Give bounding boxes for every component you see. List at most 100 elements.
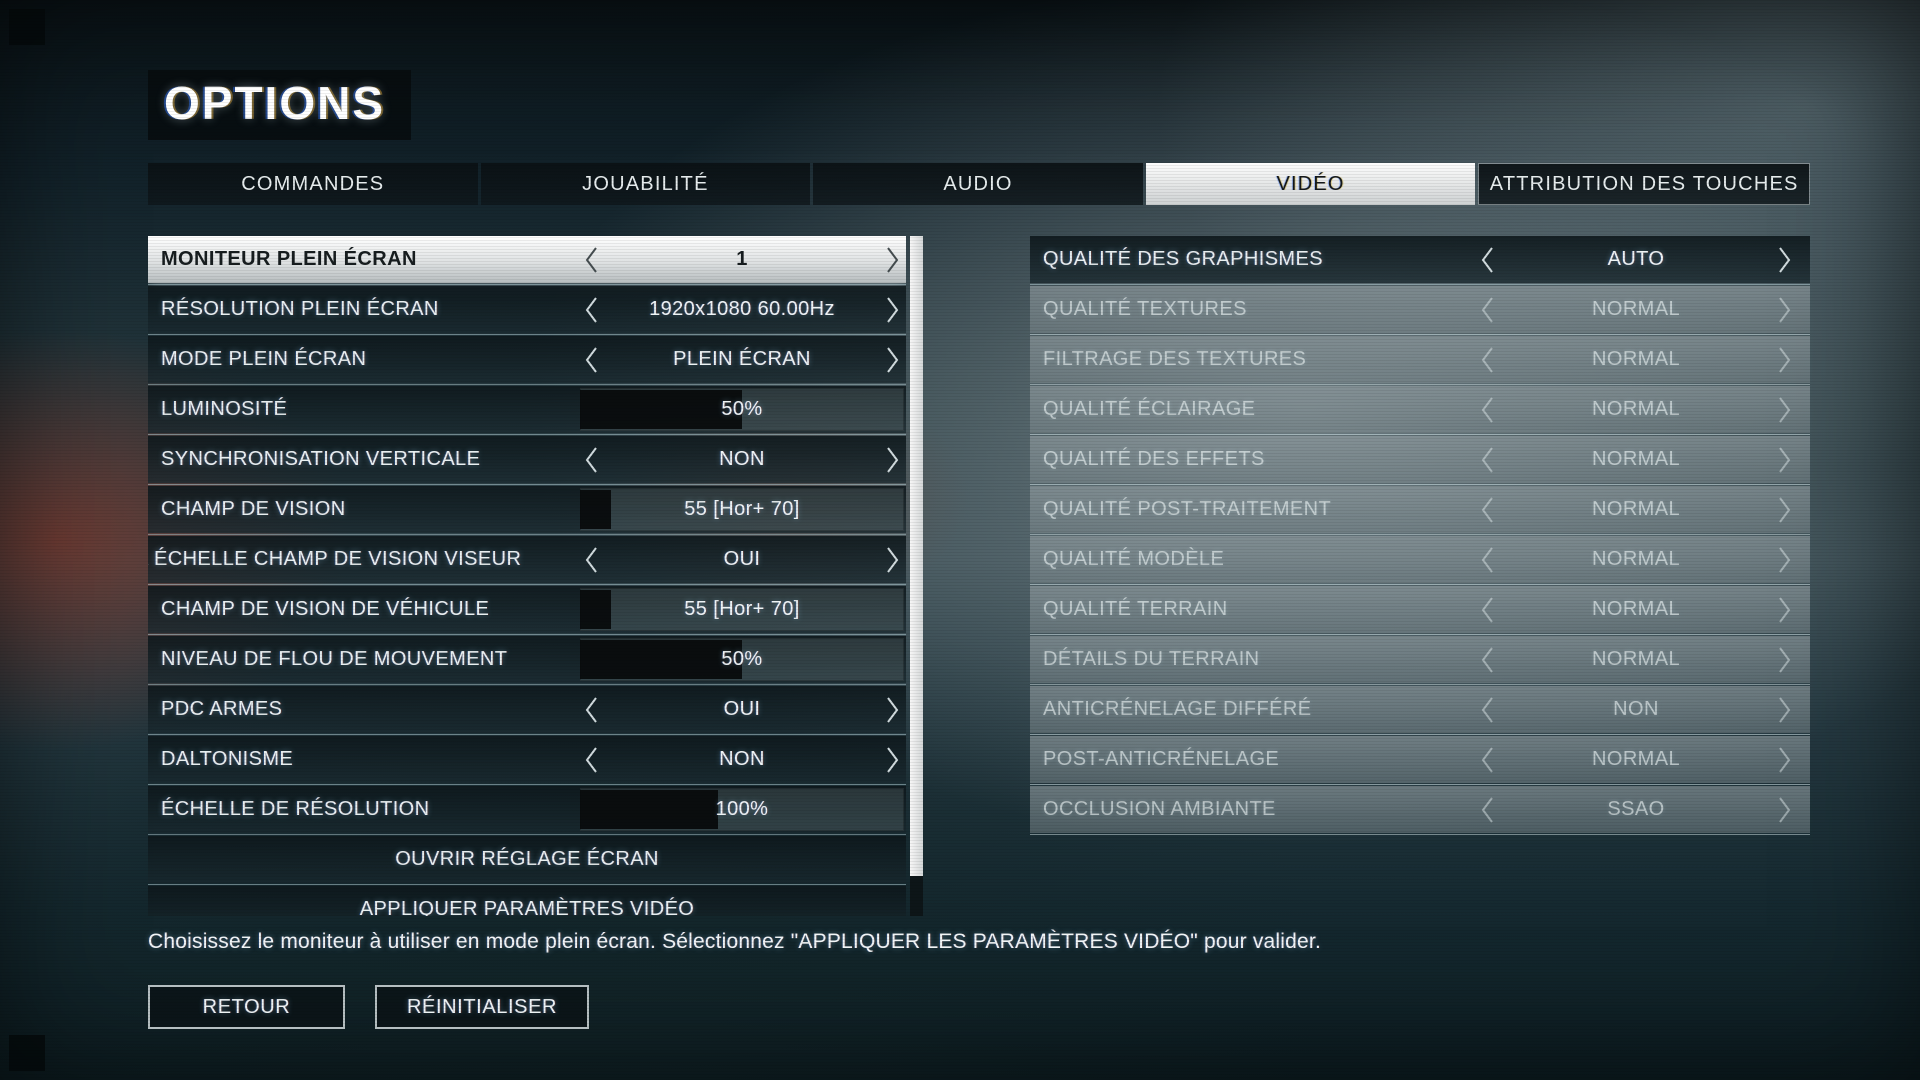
stepper-control: NORMAL	[1476, 336, 1796, 383]
stepper-control: OUI	[580, 686, 904, 733]
chevron-right-icon	[1774, 545, 1796, 575]
stepper-control: NORMAL	[1476, 486, 1796, 533]
row-mode-plein-ecran[interactable]: MODE PLEIN ÉCRAN PLEIN ÉCRAN	[148, 336, 906, 385]
slider-track[interactable]	[580, 588, 904, 631]
tab-label: VIDÉO	[1276, 172, 1345, 195]
setting-value: NON	[1613, 698, 1659, 720]
row-details-du-terrain: DÉTAILS DU TERRAIN NORMAL	[1030, 636, 1810, 685]
row-qualite-modele: QUALITÉ MODÈLE NORMAL	[1030, 536, 1810, 585]
row-post-anticrenelage: POST-ANTICRÉNELAGE NORMAL	[1030, 736, 1810, 785]
tab-video[interactable]: VIDÉO	[1145, 163, 1476, 205]
chevron-right-icon[interactable]	[882, 545, 904, 575]
setting-value: OUI	[723, 548, 761, 570]
row-qualite-des-graphismes[interactable]: QUALITÉ DES GRAPHISMES AUTO	[1030, 236, 1810, 285]
row-occlusion-ambiante: OCCLUSION AMBIANTE SSAO	[1030, 786, 1810, 835]
tab-jouabilite[interactable]: JOUABILITÉ	[480, 163, 811, 205]
row-synchronisation-verticale[interactable]: SYNCHRONISATION VERTICALE NON	[148, 436, 906, 485]
row-niveau-de-flou-de-mouvement[interactable]: NIVEAU DE FLOU DE MOUVEMENT 50%	[148, 636, 906, 685]
tab-audio[interactable]: AUDIO	[813, 163, 1143, 205]
chevron-left-icon[interactable]	[580, 295, 602, 325]
chevron-right-icon[interactable]	[882, 245, 904, 275]
setting-label: QUALITÉ TEXTURES	[1043, 298, 1247, 320]
chevron-left-icon	[1476, 595, 1498, 625]
chevron-left-icon[interactable]	[580, 345, 602, 375]
chevron-right-icon[interactable]	[882, 445, 904, 475]
setting-value: NORMAL	[1592, 548, 1680, 570]
scrollbar[interactable]	[910, 236, 923, 916]
slider-track[interactable]	[580, 638, 904, 681]
chevron-left-icon	[1476, 695, 1498, 725]
row-filtrage-des-textures: FILTRAGE DES TEXTURES NORMAL	[1030, 336, 1810, 385]
chevron-left-icon	[1476, 345, 1498, 375]
chevron-right-icon	[1774, 695, 1796, 725]
stepper-control: NORMAL	[1476, 636, 1796, 683]
tab-label: AUDIO	[943, 172, 1013, 195]
page-title: OPTIONS	[148, 70, 412, 140]
chevron-left-icon	[1476, 445, 1498, 475]
stepper-control: NORMAL	[1476, 286, 1796, 333]
setting-label: QUALITÉ TERRAIN	[1043, 598, 1228, 620]
row-qualite-post-traitement: QUALITÉ POST-TRAITEMENT NORMAL	[1030, 486, 1810, 535]
chevron-right-icon	[1774, 795, 1796, 825]
slider-track[interactable]	[580, 788, 904, 831]
setting-label: MODE PLEIN ÉCRAN	[161, 348, 367, 370]
chevron-left-icon[interactable]	[1476, 245, 1498, 275]
chevron-right-icon[interactable]	[882, 295, 904, 325]
tab-bar: COMMANDES JOUABILITÉ AUDIO VIDÉO ATTRIBUTION…	[148, 163, 1810, 205]
row-echelle-de-resolution[interactable]: ÉCHELLE DE RÉSOLUTION 100%	[148, 786, 906, 835]
slider-fill	[580, 640, 742, 679]
setting-value: NORMAL	[1592, 648, 1680, 670]
row-champ-de-vision-de-vehicule[interactable]: CHAMP DE VISION DE VÉHICULE 55 [Hor+ 70]	[148, 586, 906, 635]
stepper-control: NORMAL	[1476, 586, 1796, 633]
row-champ-de-vision[interactable]: CHAMP DE VISION 55 [Hor+ 70]	[148, 486, 906, 535]
setting-label: POST-ANTICRÉNELAGE	[1043, 748, 1280, 770]
chevron-left-icon[interactable]	[580, 545, 602, 575]
setting-value: NON	[719, 448, 765, 470]
setting-label: CHAMP DE VISION	[161, 498, 346, 520]
reinitialiser-button[interactable]: RÉINITIALISER	[375, 985, 590, 1029]
chevron-left-icon	[1476, 745, 1498, 775]
chevron-left-icon[interactable]	[580, 745, 602, 775]
stepper-control: OUI	[580, 536, 904, 583]
chevron-left-icon	[1476, 795, 1498, 825]
retour-button[interactable]: RETOUR	[148, 985, 345, 1029]
chevron-right-icon[interactable]	[882, 745, 904, 775]
graphics-quality-panel: QUALITÉ DES GRAPHISMES AUTO QUALITÉ TEXTUR…	[1030, 236, 1810, 836]
row-appliquer-parametres-video[interactable]: APPLIQUER PARAMÈTRES VIDÉO	[148, 886, 906, 916]
chevron-right-icon	[1774, 295, 1796, 325]
row-qualite-textures: QUALITÉ TEXTURES NORMAL	[1030, 286, 1810, 335]
row-pdc-armes[interactable]: PDC ARMES OUI	[148, 686, 906, 735]
setting-value: 55 [Hor+ 70]	[684, 598, 800, 620]
tab-commandes[interactable]: COMMANDES	[148, 163, 478, 205]
scrollbar-thumb[interactable]	[910, 236, 923, 876]
slider-track[interactable]	[580, 488, 904, 531]
setting-label: QUALITÉ DES GRAPHISMES	[1043, 248, 1323, 270]
setting-value: NON	[719, 748, 765, 770]
video-settings-panel: MONITEUR PLEIN ÉCRAN 1 RÉSOLUTION PLEIN ÉC…	[148, 236, 906, 916]
slider-track[interactable]	[580, 388, 904, 431]
setting-value: 100%	[715, 798, 769, 820]
row-luminosite[interactable]: LUMINOSITÉ 50%	[148, 386, 906, 435]
setting-label: FILTRAGE DES TEXTURES	[1043, 348, 1307, 370]
row-ouvrir-reglage-ecran[interactable]: OUVRIR RÉGLAGE ÉCRAN	[148, 836, 906, 885]
chevron-right-icon[interactable]	[882, 345, 904, 375]
chevron-left-icon[interactable]	[580, 445, 602, 475]
setting-label: APPLIQUER PARAMÈTRES VIDÉO	[359, 898, 695, 916]
row-qualite-terrain: QUALITÉ TERRAIN NORMAL	[1030, 586, 1810, 635]
row-daltonisme[interactable]: DALTONISME NON	[148, 736, 906, 785]
slider-control: 50%	[580, 636, 904, 683]
row-echelle-champ-de-vision-viseur[interactable]: AÉCHELLE CHAMP DE VISION VISEUR OUI	[148, 536, 906, 585]
chevron-right-icon[interactable]	[1774, 245, 1796, 275]
setting-value: AUTO	[1607, 248, 1665, 270]
chevron-left-icon[interactable]	[580, 695, 602, 725]
chevron-right-icon	[1774, 395, 1796, 425]
setting-label: QUALITÉ MODÈLE	[1043, 548, 1225, 570]
tab-label: COMMANDES	[241, 172, 385, 195]
chevron-right-icon[interactable]	[882, 695, 904, 725]
setting-value: SSAO	[1607, 798, 1665, 820]
row-moniteur-plein-ecran[interactable]: MONITEUR PLEIN ÉCRAN 1	[148, 236, 906, 285]
stepper-control: NORMAL	[1476, 536, 1796, 583]
tab-attribution-des-touches[interactable]: ATTRIBUTION DES TOUCHES	[1478, 163, 1810, 205]
chevron-left-icon[interactable]	[580, 245, 602, 275]
row-resolution-plein-ecran[interactable]: RÉSOLUTION PLEIN ÉCRAN 1920x1080 60.00Hz	[148, 286, 906, 335]
